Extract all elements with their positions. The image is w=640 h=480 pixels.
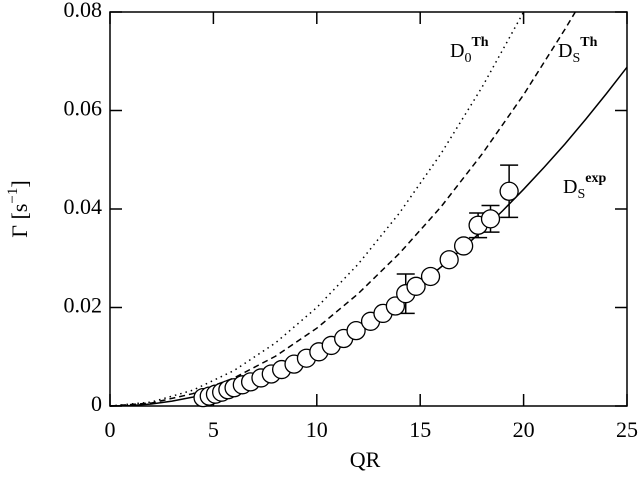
label-sub: 0 [464,51,471,66]
y-label-base: Γ [s [7,204,32,238]
label-sub: S [572,51,580,66]
x-tick-label: 15 [409,417,431,442]
plot-frame [109,11,628,407]
data-point [406,276,426,296]
x-tick-label: 0 [105,417,116,442]
label-sup: exp [585,171,606,186]
y-label-end: ] [7,180,32,187]
data-point [420,266,441,287]
data-point [453,236,474,256]
data-point [385,296,406,316]
x-tick-label: 25 [616,417,638,442]
y-label-sup: −1 [5,188,21,204]
curve [109,11,576,407]
x-axis-label: QR [350,447,381,472]
x-tick-label: 10 [306,417,328,442]
x-tick-label: 5 [208,417,219,442]
y-tick-label: 0 [91,391,102,416]
label-base: D [558,40,572,62]
curve-label: D0Th [450,35,489,66]
label-base: D [563,176,577,198]
x-tick-label: 20 [513,417,535,442]
label-base: D [450,40,464,62]
curve [109,66,628,407]
data-point [499,181,519,201]
y-tick-label: 0.02 [64,293,103,318]
data-point [346,320,366,341]
y-tick-label: 0.08 [64,0,103,22]
y-tick-label: 0.04 [64,194,103,219]
label-sub: S [577,187,585,202]
data-point [480,209,501,229]
data-point [439,250,459,270]
label-sup: Th [471,35,488,50]
label-sup: Th [580,35,597,50]
y-axis-label: Γ [s−1] [5,180,32,237]
curve-label: DSTh [558,35,598,66]
curve-label: DSexp [563,171,606,202]
y-tick-label: 0.06 [64,96,103,121]
